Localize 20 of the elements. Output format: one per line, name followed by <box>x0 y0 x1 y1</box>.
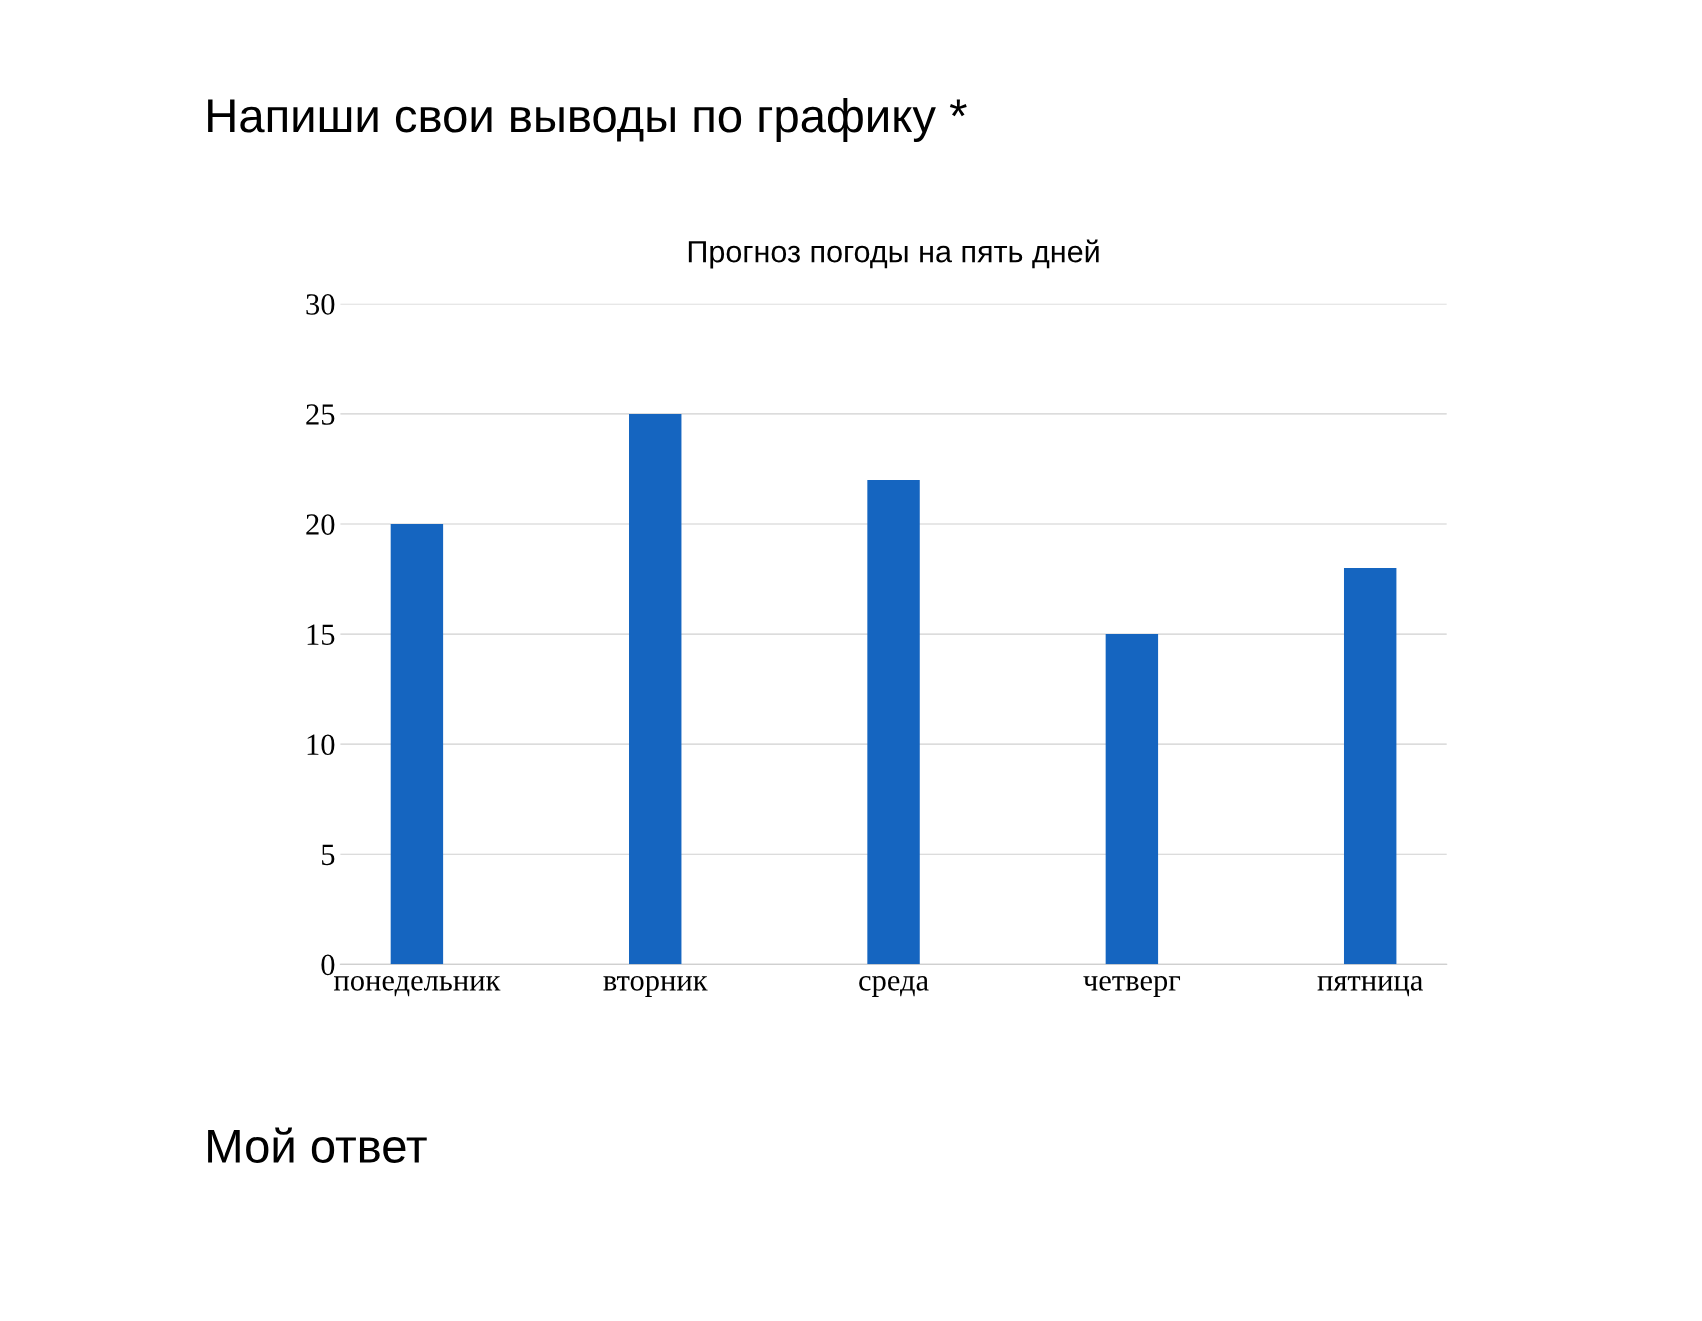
y-tick-label: 5 <box>322 844 335 866</box>
x-tick-label: вторник <box>603 975 708 997</box>
y-tick-label: 20 <box>306 514 335 535</box>
chart-title: Прогноз погоды на пять дней <box>688 239 1099 269</box>
y-tick-label: 15 <box>307 624 335 645</box>
text: Мой ответ <box>208 1127 427 1163</box>
bar <box>867 479 920 965</box>
text: Напиши свои выводы по графику * <box>208 97 967 142</box>
x-tick-label: пятница <box>1317 976 1423 997</box>
bar <box>390 524 444 965</box>
bar <box>1343 568 1397 965</box>
x-tick-label: понедельник <box>333 975 501 997</box>
y-tick-label: 25 <box>306 404 335 425</box>
y-tick-label: 10 <box>307 734 335 756</box>
x-tick-label: среда <box>859 975 929 997</box>
bar <box>629 413 682 965</box>
y-tick-label: 0 <box>321 954 335 976</box>
bar <box>1105 634 1159 965</box>
y-tick-label: 30 <box>306 294 335 315</box>
x-tick-label: четверг <box>1083 975 1181 997</box>
